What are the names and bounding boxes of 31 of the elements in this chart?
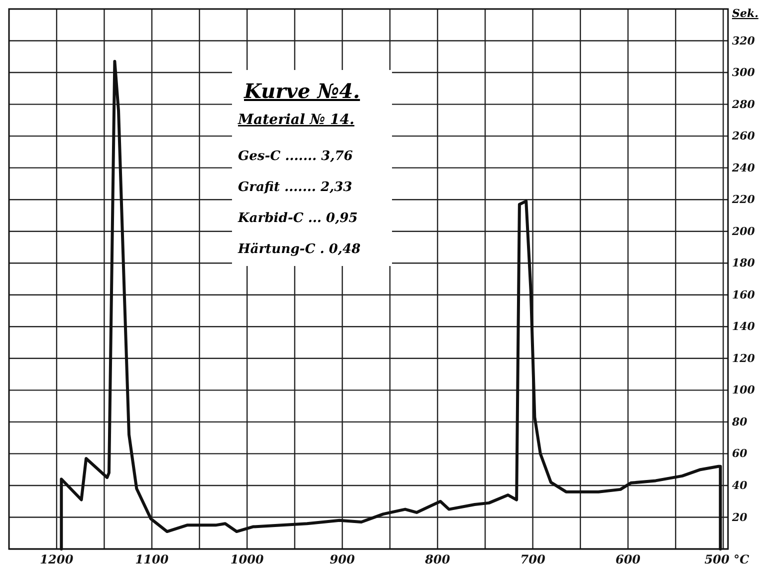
y-tick-label: 240 bbox=[731, 161, 756, 174]
y-tick-label: 120 bbox=[732, 352, 756, 365]
x-tick-label: 500 °C bbox=[704, 552, 750, 567]
x-tick-label: 600 bbox=[615, 552, 642, 567]
y-tick-label: 80 bbox=[731, 415, 748, 428]
x-tick-label: 1200 bbox=[40, 552, 74, 567]
x-tick-label: 1100 bbox=[135, 552, 170, 567]
y-tick-label: 100 bbox=[732, 384, 756, 397]
y-tick-label: 20 bbox=[731, 510, 748, 524]
y-tick-label: 220 bbox=[731, 193, 756, 206]
annotation: Ges-C ....... 3,76 bbox=[238, 149, 353, 164]
x-tick-label: 800 bbox=[424, 552, 451, 567]
text: Kurve №4. bbox=[243, 79, 360, 103]
y-tick-label: 180 bbox=[732, 256, 756, 270]
y-tick-label: 300 bbox=[732, 66, 756, 80]
x-tick-label: 1000 bbox=[230, 552, 264, 567]
y-tick-label: 140 bbox=[732, 320, 756, 334]
text: Material № 14. bbox=[237, 112, 354, 128]
y-tick-label: 60 bbox=[732, 447, 748, 460]
y-axis-title: Sek. bbox=[732, 7, 759, 20]
annotation: Karbid-C ... 0,95 bbox=[237, 211, 358, 226]
y-tick-label: 260 bbox=[731, 130, 756, 143]
y-tick-label: 280 bbox=[731, 98, 756, 111]
annotation: Härtung-C . 0,48 bbox=[237, 242, 361, 257]
y-tick-label: 160 bbox=[732, 288, 756, 302]
y-tick-label: 40 bbox=[732, 478, 748, 492]
annotation: Grafit ....... 2,33 bbox=[238, 180, 352, 195]
x-tick-label: 700 bbox=[520, 552, 546, 567]
y-tick-label: 320 bbox=[732, 34, 756, 48]
x-tick-label: 900 bbox=[330, 552, 356, 567]
y-tick-label: 200 bbox=[731, 224, 756, 238]
